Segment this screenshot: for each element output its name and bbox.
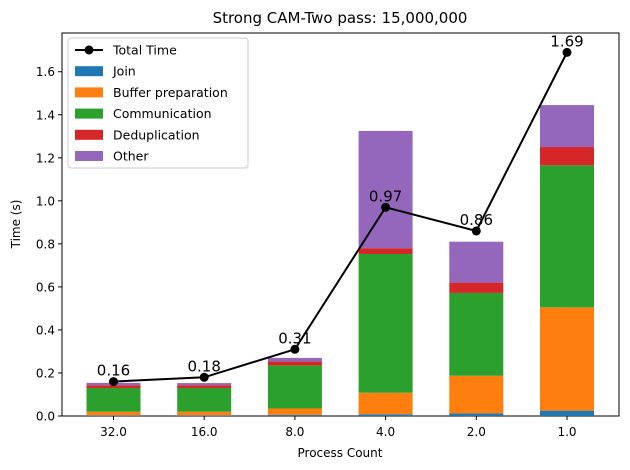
- bar-segment: [86, 411, 141, 416]
- bar-segment: [177, 385, 232, 389]
- x-tick-label: 8.0: [285, 425, 304, 439]
- bar-segment: [449, 292, 504, 376]
- y-tick-label: 1.0: [36, 194, 55, 208]
- y-axis-label: Time (s): [9, 200, 23, 250]
- legend-patch-swatch: [75, 151, 103, 161]
- bars-group: [86, 105, 594, 416]
- legend-patch-swatch: [75, 87, 103, 98]
- y-tick-label: 0.2: [36, 366, 55, 380]
- legend-label: Other: [113, 149, 149, 164]
- bar-segment: [86, 388, 141, 412]
- bar-segment: [267, 408, 322, 415]
- total-time-marker: [562, 47, 572, 57]
- x-tick-label: 16.0: [191, 425, 218, 439]
- bar-segment: [267, 365, 322, 409]
- legend-patch-swatch: [75, 129, 103, 140]
- bar-segment: [177, 388, 232, 412]
- data-label: 0.86: [460, 211, 493, 229]
- bar-segment: [86, 385, 141, 389]
- y-tick-label: 0.8: [36, 237, 55, 251]
- bar-segment: [358, 130, 413, 249]
- x-tick-label: 1.0: [557, 425, 576, 439]
- total-time-marker: [471, 226, 481, 236]
- data-label: 0.18: [187, 357, 220, 375]
- bar-segment: [449, 241, 504, 283]
- x-tick-label: 32.0: [100, 425, 127, 439]
- bar-segment: [267, 361, 322, 366]
- data-labels-group: 0.16 0.18 0.31 0.97 0.86 1.69: [97, 32, 584, 379]
- bar-segment: [267, 414, 322, 416]
- x-tick-label: 2.0: [467, 425, 486, 439]
- bar-segment: [267, 357, 322, 362]
- total-time-marker: [381, 202, 391, 212]
- legend-frame: [67, 37, 249, 169]
- data-label: 0.31: [278, 329, 311, 347]
- bar-segment: [540, 147, 594, 166]
- data-label: 1.69: [550, 32, 583, 50]
- legend-marker-swatch: [84, 45, 94, 55]
- x-axis: 32.0 16.0 8.0 4.0 2.0 1.0: [100, 416, 577, 439]
- bar-segment: [358, 392, 413, 415]
- bar-segment: [177, 415, 232, 416]
- total-time-marker: [290, 344, 300, 354]
- y-axis: 0.0 0.2 0.4 0.6 0.8 1.0 1.2 1.4 1.6: [36, 65, 62, 424]
- legend: Total Time Join Buffer preparation Communic…: [67, 37, 249, 169]
- bar-segment: [540, 105, 594, 148]
- bar-segment: [177, 383, 232, 386]
- y-tick-label: 1.4: [36, 108, 55, 122]
- total-time-marker: [109, 377, 118, 387]
- total-time-marker: [199, 372, 209, 382]
- total-time-line-group: [109, 47, 572, 387]
- x-tick-label: 4.0: [376, 425, 395, 439]
- bar-segment: [177, 411, 232, 416]
- bar-segment: [540, 165, 594, 308]
- bar-segment: [540, 307, 594, 411]
- chart-title: Strong CAM-Two pass: 15,000,000: [213, 9, 468, 27]
- legend-label: Buffer preparation: [113, 85, 228, 100]
- y-tick-label: 1.2: [36, 151, 55, 165]
- data-label: 0.97: [369, 187, 402, 205]
- bar-segment: [449, 413, 504, 416]
- data-label: 0.16: [97, 362, 130, 380]
- y-tick-label: 0.6: [36, 280, 55, 294]
- bar-segment: [86, 415, 141, 416]
- y-tick-label: 0.0: [36, 410, 55, 424]
- legend-label: Join: [112, 64, 136, 79]
- total-time-line: [113, 51, 568, 383]
- x-axis-label: Process Count: [298, 446, 383, 460]
- legend-label: Deduplication: [113, 127, 200, 142]
- legend-label: Total Time: [112, 43, 177, 58]
- bar-segment: [358, 414, 413, 416]
- bar-segment: [449, 282, 504, 293]
- bar-segment: [358, 248, 413, 254]
- bar-segment: [449, 375, 504, 414]
- legend-patch-swatch: [75, 66, 103, 77]
- legend-patch-swatch: [75, 108, 103, 119]
- bar-segment: [540, 410, 594, 416]
- bar-segment: [358, 253, 413, 393]
- y-tick-label: 0.4: [36, 323, 55, 337]
- legend-label: Communication: [113, 106, 212, 121]
- y-tick-label: 1.6: [36, 65, 55, 79]
